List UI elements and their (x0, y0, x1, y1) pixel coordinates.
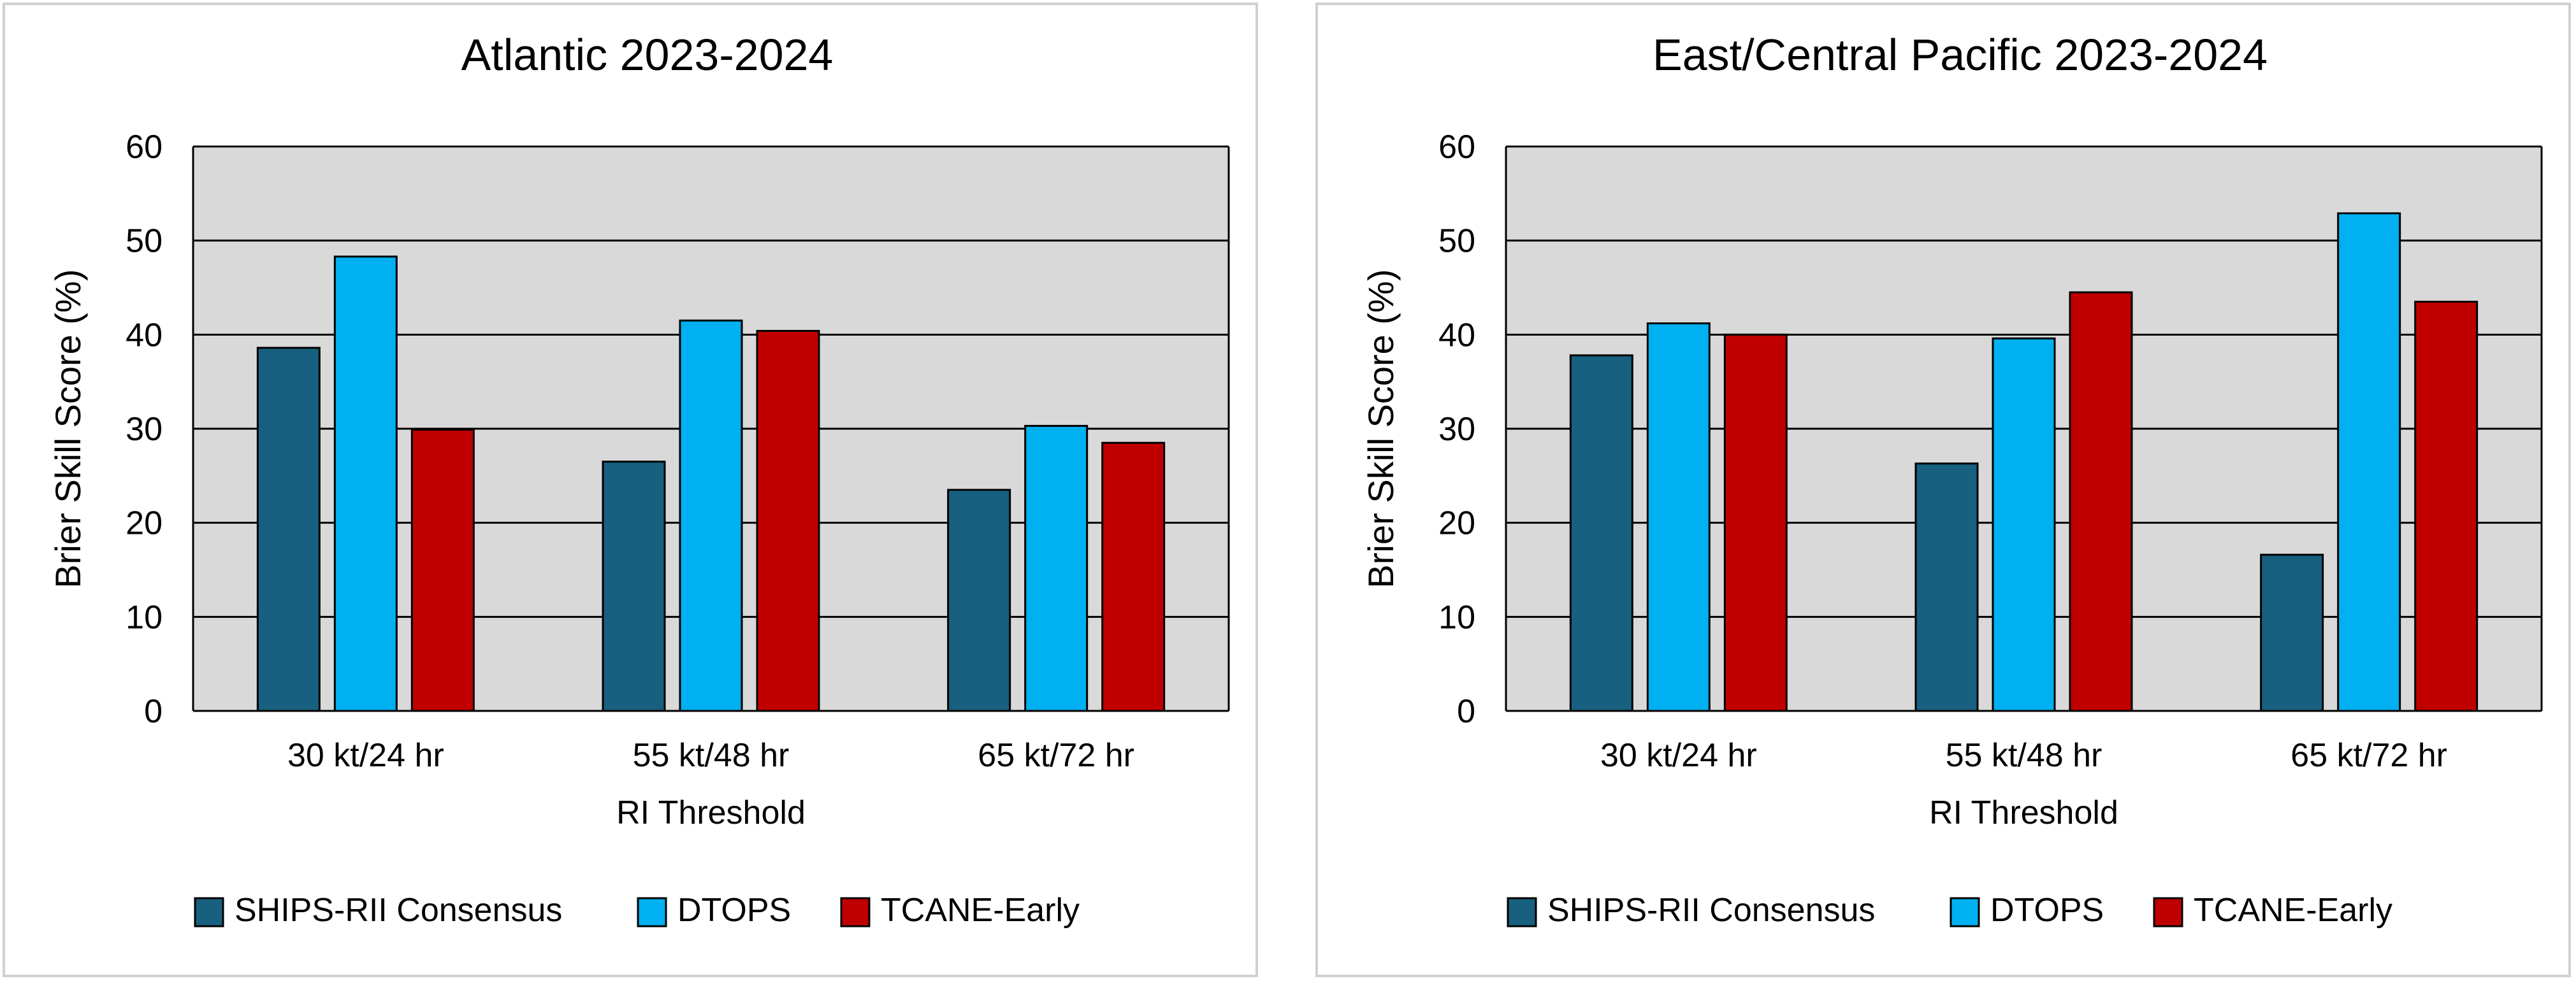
y-tick-label: 60 (1438, 129, 1475, 166)
legend-swatch (194, 897, 224, 927)
bar (947, 489, 1011, 712)
legend-label: SHIPS-RII Consensus (235, 892, 562, 929)
legend-swatch (1507, 897, 1537, 927)
y-tick-label: 10 (126, 599, 163, 636)
bar (1723, 333, 1788, 712)
y-tick-label: 20 (1438, 505, 1475, 542)
y-axis-label: Brier Skill Score (%) (48, 269, 88, 589)
x-category-label: 65 kt/72 hr (2290, 737, 2447, 774)
y-axis-label: Brier Skill Score (%) (1361, 269, 1401, 589)
legend-swatch (1950, 897, 1980, 927)
y-tick-label: 40 (1438, 317, 1475, 354)
bar (2414, 301, 2478, 712)
bar (1646, 322, 1711, 712)
x-category-label: 30 kt/24 hr (1600, 737, 1757, 774)
y-tick-label: 50 (1438, 223, 1475, 260)
y-tick-label: 20 (126, 505, 163, 542)
legend-label: TCANE-Early (2194, 892, 2392, 929)
legend-label: DTOPS (677, 892, 791, 929)
bar (602, 461, 666, 712)
bar (1024, 425, 1089, 712)
bar-chart-atlantic: 0 10 20 30 40 50 60 30 kt/24 hr 55 kt/48 hr 65 kt… (48, 30, 1230, 929)
y-tick-label: 60 (126, 129, 163, 166)
chart-title: East/Central Pacific 2023-2024 (1653, 30, 2268, 80)
x-category-label: 65 kt/72 hr (978, 737, 1134, 774)
bar (756, 329, 820, 712)
legend-label: TCANE-Early (881, 892, 1080, 929)
y-tick-label: 0 (144, 693, 163, 730)
bar (1992, 337, 2056, 712)
y-tick-label: 40 (126, 317, 163, 354)
legend-label: SHIPS-RII Consensus (1547, 892, 1875, 929)
y-tick-label: 50 (126, 223, 163, 260)
chart-panel-east-central-pacific: 0 10 20 30 40 50 60 30 kt/24 hr 55 kt/48 hr 65 kt… (1315, 3, 2571, 977)
chart-panel-atlantic: 0 10 20 30 40 50 60 30 kt/24 hr 55 kt/48 hr 65 kt… (3, 3, 1258, 977)
legend-swatch (637, 897, 667, 927)
bar (2260, 554, 2324, 712)
y-tick-label: 30 (1438, 411, 1475, 448)
legend-swatch (840, 897, 871, 927)
y-tick-label: 0 (1457, 693, 1475, 730)
x-axis-label: RI Threshold (616, 794, 806, 831)
bar-chart-east-central-pacific: 0 10 20 30 40 50 60 30 kt/24 hr 55 kt/48 hr 65 kt… (1361, 30, 2543, 929)
y-tick-label: 30 (126, 411, 163, 448)
bar (1101, 441, 1166, 712)
x-category-label: 30 kt/24 hr (287, 737, 444, 774)
legend-label: DTOPS (1990, 892, 2104, 929)
bar (1569, 354, 1633, 712)
bar (1914, 462, 1979, 712)
x-category-label: 55 kt/48 hr (633, 737, 790, 774)
x-category-label: 55 kt/48 hr (1946, 737, 2102, 774)
bar (410, 428, 475, 712)
bar (2069, 291, 2133, 712)
y-tick-label: 10 (1438, 599, 1475, 636)
chart-title: Atlantic 2023-2024 (461, 30, 834, 80)
bar (679, 319, 743, 712)
legend-swatch (2153, 897, 2183, 927)
bar (333, 255, 398, 712)
bar (2337, 212, 2401, 712)
x-axis-label: RI Threshold (1929, 794, 2118, 831)
bar (256, 347, 321, 712)
